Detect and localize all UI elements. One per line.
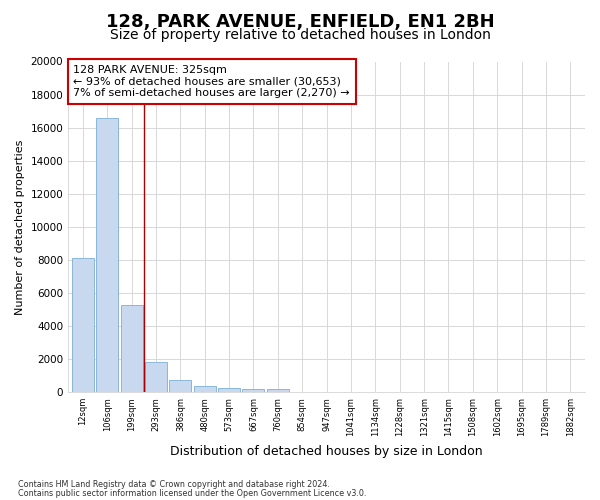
Bar <box>218 388 240 392</box>
Text: Contains public sector information licensed under the Open Government Licence v3: Contains public sector information licen… <box>18 488 367 498</box>
Text: Size of property relative to detached houses in London: Size of property relative to detached ho… <box>110 28 490 42</box>
Text: 128 PARK AVENUE: 325sqm
← 93% of detached houses are smaller (30,653)
7% of semi: 128 PARK AVENUE: 325sqm ← 93% of detache… <box>73 65 350 98</box>
Bar <box>72 258 94 392</box>
Bar <box>267 389 289 392</box>
Text: 128, PARK AVENUE, ENFIELD, EN1 2BH: 128, PARK AVENUE, ENFIELD, EN1 2BH <box>106 12 494 30</box>
Text: Contains HM Land Registry data © Crown copyright and database right 2024.: Contains HM Land Registry data © Crown c… <box>18 480 330 489</box>
Bar <box>96 118 118 392</box>
Bar <box>194 386 215 392</box>
Bar <box>145 362 167 392</box>
Bar <box>169 380 191 392</box>
Bar <box>242 388 265 392</box>
X-axis label: Distribution of detached houses by size in London: Distribution of detached houses by size … <box>170 444 483 458</box>
Y-axis label: Number of detached properties: Number of detached properties <box>15 139 25 314</box>
Bar <box>121 304 143 392</box>
